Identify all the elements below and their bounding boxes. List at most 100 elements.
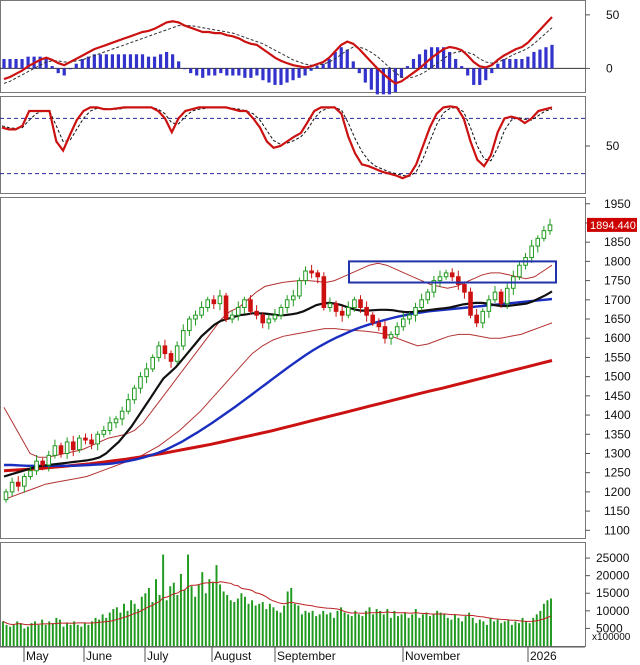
volume-bar [169,586,172,646]
macd-histogram-bar [544,47,548,69]
volume-bar [493,621,496,646]
volume-bar [179,573,182,646]
candle-body [40,460,45,466]
volume-y-tick-label: 10000 [596,604,630,618]
candle-body [28,470,33,478]
volume-bar [229,600,232,646]
volume-bar [357,614,360,646]
volume-bar [482,621,485,646]
candle-body [541,230,547,239]
volume-bar [2,621,4,646]
candle-body [339,310,345,316]
candle-body [492,291,498,301]
macd-histogram-bar [550,44,554,69]
volume-bar [325,614,328,646]
candle-body [315,272,321,278]
macd-histogram-bar [74,63,78,69]
candle-body [370,314,376,324]
volume-bar [226,595,229,646]
macd-histogram-bar [520,59,524,69]
macd-histogram-bar [478,68,482,85]
macd-histogram-bar [201,68,205,78]
volume-bar [41,619,44,646]
volume-bar [546,600,549,646]
volume-bar [133,603,136,646]
candle-body [327,303,333,308]
macd-histogram-bar [363,68,367,83]
volume-bar [382,614,385,646]
volume-panel [2,554,552,646]
candle-body [364,306,369,316]
volume-bar [528,623,531,646]
candle-body [431,280,437,293]
volume-bar [425,612,428,646]
volume-bar [453,614,456,646]
volume-bar [5,624,8,646]
volume-bar [243,596,246,646]
candle-body [309,270,314,274]
volume-bar [211,582,214,646]
volume-bar [155,579,157,646]
macd-histogram-bar [104,54,108,69]
volume-bar [123,603,125,646]
volume-bar [144,593,147,646]
candle-body [333,303,339,312]
candle-body [162,345,168,355]
macd-histogram-bar [38,56,42,69]
macd-histogram-bar [435,47,440,69]
price-panel [3,218,557,503]
volume-bar [361,616,364,646]
candle-body [272,314,278,320]
x-axis-month-label: June [86,649,112,663]
price-y-tick-label: 1200 [604,485,631,499]
macd-histogram-bar [92,54,96,69]
candle-body [217,295,223,305]
macd-histogram-bar [405,66,410,69]
volume-bar [354,610,357,646]
volume-bar [507,619,510,646]
volume-bar [332,617,335,646]
macd-histogram-bar [14,59,18,69]
volume-bar [279,612,282,646]
volume-bar [23,628,26,646]
candle-body [345,306,351,316]
volume-bar [58,619,61,646]
price-y-tick-label: 1500 [604,370,631,384]
volume-bar [411,614,414,646]
candle-body [535,237,541,247]
volume-bar [126,610,129,646]
volume-bar [172,582,175,646]
candle-body [468,291,473,316]
volume-bar [389,617,392,646]
volume-bar [215,565,218,646]
price-y-tick-label: 1100 [604,523,630,537]
volume-bar [112,609,115,646]
candle-body [278,306,284,316]
volume-bar [542,603,545,646]
volume-bar [265,609,268,646]
candle-body [394,326,400,335]
mid-moving-average [4,297,553,467]
volume-bar [446,617,449,646]
volume-bar [190,586,193,646]
volume-bar [464,616,467,646]
macd-histogram-bar [62,68,66,76]
macd-panel-frame [0,0,586,93]
macd-histogram-bar [502,59,506,69]
macd-histogram-bar [411,59,416,69]
macd-histogram-bar [177,61,181,69]
x-axis-month-label: November [405,649,460,663]
macd-y-tick-label: 50 [606,8,620,22]
price-y-tick-label: 1850 [604,235,631,249]
volume-bar [83,623,86,646]
macd-histogram-bar [538,49,542,69]
volume-bar [219,584,222,646]
volume-bar [55,617,58,646]
macd-histogram-bar [255,68,259,76]
volume-bar [364,610,367,646]
candle-body [168,353,174,362]
bollinger-upper-band [3,262,553,458]
macd-histogram-bar [158,54,163,69]
volume-bar [379,610,382,646]
volume-bar [550,598,552,646]
